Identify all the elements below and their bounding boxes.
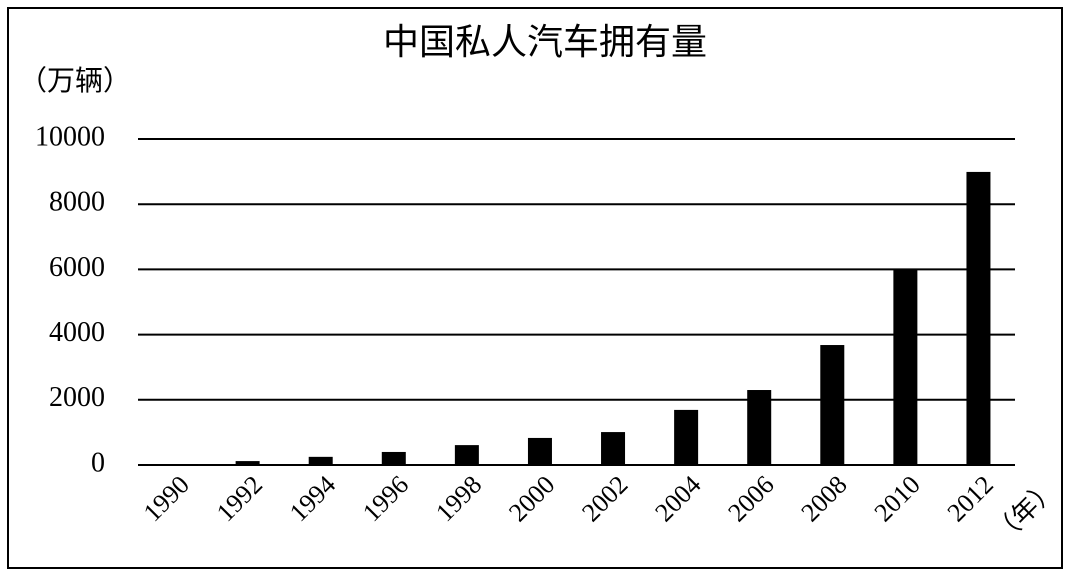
x-tick-label: 1992 (211, 470, 268, 527)
bar (235, 461, 260, 465)
x-axis-label: （年） (987, 473, 1063, 549)
x-tick-label: 2012 (942, 470, 999, 527)
x-tick-label: 2002 (576, 470, 633, 527)
bar (308, 456, 333, 465)
bar (381, 451, 406, 465)
y-tick-label: 4000 (49, 317, 105, 348)
y-axis-label: （万辆） (19, 64, 131, 97)
bar (747, 390, 772, 465)
bar (820, 345, 845, 465)
y-tick-label: 0 (91, 447, 105, 478)
x-tick-label: 2000 (503, 470, 560, 527)
y-tick-label: 6000 (49, 252, 105, 283)
x-tick-label: 1990 (138, 470, 195, 527)
bar (966, 171, 991, 465)
bar (674, 409, 699, 465)
bar (601, 432, 626, 465)
x-tick-label: 2010 (869, 470, 926, 527)
x-tick-label: 1998 (430, 470, 487, 527)
x-tick-label: 2004 (649, 470, 706, 527)
x-tick-label: 2006 (722, 470, 779, 527)
x-tick-label: 1994 (284, 470, 341, 527)
y-tick-label: 2000 (49, 382, 105, 413)
bar (893, 269, 918, 465)
x-tick-label: 1996 (357, 470, 414, 527)
y-tick-label: 8000 (49, 187, 105, 218)
bar (454, 445, 479, 465)
y-tick-label: 10000 (35, 121, 105, 152)
bar (527, 437, 552, 465)
frame (7, 7, 1063, 569)
x-tick-label: 2008 (795, 470, 852, 527)
chart-title: 中国私人汽车拥有量 (383, 22, 707, 63)
